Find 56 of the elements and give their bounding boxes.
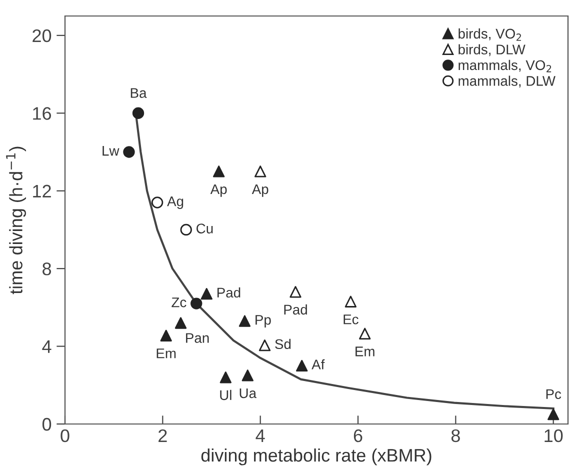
legend-label: birds, DLW — [458, 44, 526, 56]
x-tick-label: 10 — [544, 429, 563, 442]
x-axis-title: diving metabolic rate (xBMR) — [201, 448, 432, 466]
point — [242, 370, 254, 382]
annotation: Pc — [546, 389, 562, 400]
point — [200, 288, 212, 300]
annotation: Ap — [252, 184, 268, 197]
annotation: Pad — [217, 287, 240, 298]
x-tick-label: 4 — [256, 430, 265, 442]
point — [258, 339, 271, 352]
y-tick-label: 16 — [33, 107, 52, 120]
x-tick-label: 8 — [451, 429, 460, 442]
point — [290, 286, 302, 298]
y-tick-label: 0 — [42, 418, 52, 431]
annotation: Ul — [220, 390, 232, 400]
y-tick-label: 8 — [42, 262, 52, 276]
annotation: Pp — [256, 315, 271, 328]
x-tick-label: 6 — [354, 429, 362, 442]
annotation: Em — [156, 348, 176, 358]
point — [151, 196, 164, 208]
y-tick-label: 4 — [42, 340, 52, 353]
point — [160, 330, 172, 342]
annotation: Ba — [130, 88, 147, 98]
annotation: Lw — [102, 146, 120, 156]
point — [132, 107, 144, 119]
annotation: Sd — [275, 338, 291, 350]
point — [123, 146, 135, 158]
x-tick-label: 0 — [60, 429, 70, 442]
point — [548, 408, 560, 420]
point — [174, 317, 187, 329]
point — [212, 166, 225, 178]
point — [359, 328, 371, 340]
point — [238, 315, 251, 327]
annotation: Ag — [167, 196, 184, 209]
x-tick-label: 2 — [158, 429, 167, 442]
point — [296, 360, 308, 372]
annotation: Af — [312, 359, 325, 370]
point — [180, 224, 192, 236]
point — [344, 296, 357, 308]
y-tick-label: 12 — [33, 184, 51, 198]
y-tick-label: 20 — [32, 29, 52, 42]
annotation: Pad — [284, 304, 307, 315]
point — [254, 166, 266, 178]
annotation: Em — [356, 346, 374, 356]
annotation: Pan — [186, 333, 209, 343]
point — [220, 372, 232, 384]
annotation: Ap — [210, 184, 227, 197]
legend-label: mammals, VO$_{2}$ — [458, 60, 552, 72]
annotation: Ua — [240, 388, 257, 398]
legend-label: mammals, DLW — [458, 76, 556, 88]
annotation: Zc — [172, 298, 186, 308]
legend-label: birds, VO$_{2}$ — [458, 28, 521, 41]
annotation: Cu — [196, 224, 213, 234]
point — [190, 298, 202, 310]
y-axis-title: time diving (h·d$^{−1}$) — [6, 146, 26, 294]
annotation: Ec — [344, 314, 358, 324]
